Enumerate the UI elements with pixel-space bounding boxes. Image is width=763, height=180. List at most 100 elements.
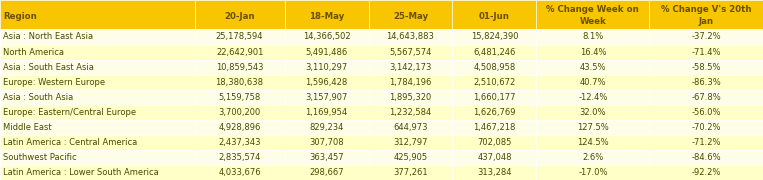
Bar [195, 0, 285, 30]
Text: Jan: Jan [699, 17, 713, 26]
Text: 4,508,958: 4,508,958 [473, 63, 516, 72]
Text: Asia : North East Asia: Asia : North East Asia [3, 32, 93, 41]
Bar [536, 44, 649, 60]
Bar [649, 105, 763, 120]
Text: -71.4%: -71.4% [691, 48, 721, 57]
Bar [0, 90, 195, 105]
Text: -67.8%: -67.8% [691, 93, 721, 102]
Text: 312,797: 312,797 [393, 138, 428, 147]
Bar [452, 30, 536, 44]
Bar [369, 44, 452, 60]
Text: -86.3%: -86.3% [691, 78, 721, 87]
Text: 124.5%: 124.5% [577, 138, 609, 147]
Bar [285, 135, 369, 150]
Bar [285, 30, 369, 44]
Bar [649, 30, 763, 44]
Bar [452, 90, 536, 105]
Text: 1,232,584: 1,232,584 [389, 108, 432, 117]
Bar [195, 120, 285, 135]
Text: 14,643,883: 14,643,883 [387, 32, 434, 41]
Text: Latin America : Lower South America: Latin America : Lower South America [3, 168, 159, 177]
Bar [369, 150, 452, 165]
Bar [452, 120, 536, 135]
Bar [369, 105, 452, 120]
Text: 307,708: 307,708 [309, 138, 344, 147]
Text: 1,660,177: 1,660,177 [473, 93, 516, 102]
Text: 3,142,173: 3,142,173 [389, 63, 432, 72]
Bar [0, 135, 195, 150]
Text: Latin America : Central America: Latin America : Central America [3, 138, 137, 147]
Bar [285, 44, 369, 60]
Text: 5,491,486: 5,491,486 [305, 48, 348, 57]
Text: 5,567,574: 5,567,574 [389, 48, 432, 57]
Text: 298,667: 298,667 [309, 168, 344, 177]
Bar [369, 0, 452, 30]
Text: 1,467,218: 1,467,218 [473, 123, 516, 132]
Text: 2.6%: 2.6% [582, 153, 604, 162]
Bar [369, 120, 452, 135]
Text: 2,510,672: 2,510,672 [473, 78, 516, 87]
Text: 43.5%: 43.5% [580, 63, 606, 72]
Text: 1,895,320: 1,895,320 [389, 93, 432, 102]
Text: 3,700,200: 3,700,200 [218, 108, 261, 117]
Bar [536, 105, 649, 120]
Bar [0, 75, 195, 90]
Text: 10,859,543: 10,859,543 [216, 63, 263, 72]
Text: 829,234: 829,234 [309, 123, 344, 132]
Bar [195, 30, 285, 44]
Bar [536, 30, 649, 44]
Text: -84.6%: -84.6% [691, 153, 721, 162]
Bar [0, 120, 195, 135]
Bar [536, 60, 649, 75]
Text: Week: Week [579, 17, 607, 26]
Text: 1,596,428: 1,596,428 [305, 78, 348, 87]
Bar [0, 44, 195, 60]
Bar [285, 90, 369, 105]
Bar [285, 60, 369, 75]
Text: Asia : South East Asia: Asia : South East Asia [3, 63, 94, 72]
Bar [649, 75, 763, 90]
Bar [369, 90, 452, 105]
Bar [369, 165, 452, 180]
Text: 363,457: 363,457 [309, 153, 344, 162]
Text: 3,157,907: 3,157,907 [305, 93, 348, 102]
Bar [195, 165, 285, 180]
Text: Asia : South Asia: Asia : South Asia [3, 93, 73, 102]
Bar [0, 0, 195, 30]
Bar [369, 60, 452, 75]
Text: 4,928,896: 4,928,896 [218, 123, 261, 132]
Bar [285, 165, 369, 180]
Bar [285, 75, 369, 90]
Text: -12.4%: -12.4% [578, 93, 607, 102]
Bar [195, 60, 285, 75]
Text: 25-May: 25-May [393, 12, 428, 21]
Bar [195, 44, 285, 60]
Bar [285, 120, 369, 135]
Bar [649, 135, 763, 150]
Bar [536, 135, 649, 150]
Bar [0, 105, 195, 120]
Text: 6,481,246: 6,481,246 [473, 48, 516, 57]
Text: Europe: Eastern/Central Europe: Europe: Eastern/Central Europe [3, 108, 136, 117]
Text: Europe: Western Europe: Europe: Western Europe [3, 78, 105, 87]
Text: 2,835,574: 2,835,574 [218, 153, 261, 162]
Text: -17.0%: -17.0% [578, 168, 607, 177]
Text: 127.5%: 127.5% [577, 123, 609, 132]
Bar [536, 165, 649, 180]
Bar [195, 135, 285, 150]
Bar [195, 150, 285, 165]
Text: 32.0%: 32.0% [580, 108, 606, 117]
Text: 25,178,594: 25,178,594 [216, 32, 263, 41]
Text: 702,085: 702,085 [477, 138, 512, 147]
Bar [536, 75, 649, 90]
Bar [452, 44, 536, 60]
Text: -92.2%: -92.2% [691, 168, 721, 177]
Text: % Change V's 20th: % Change V's 20th [661, 5, 752, 14]
Bar [452, 135, 536, 150]
Bar [285, 105, 369, 120]
Text: Middle East: Middle East [3, 123, 52, 132]
Text: 18,380,638: 18,380,638 [216, 78, 263, 87]
Bar [0, 60, 195, 75]
Bar [195, 90, 285, 105]
Bar [452, 150, 536, 165]
